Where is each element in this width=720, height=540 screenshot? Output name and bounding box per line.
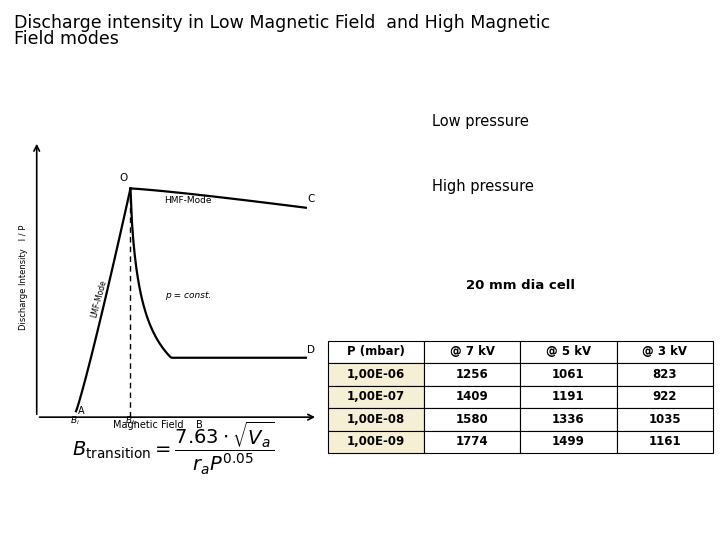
Text: Discharge Intensity   I / P: Discharge Intensity I / P [19,225,27,330]
Text: HMF-Mode: HMF-Mode [164,196,212,205]
Text: O: O [120,173,128,183]
Text: D: D [307,345,315,355]
Text: A: A [78,406,84,416]
Text: Discharge intensity in Low Magnetic Field  and High Magnetic: Discharge intensity in Low Magnetic Fiel… [14,14,551,31]
Text: C: C [307,194,315,204]
Text: LMF-Mode: LMF-Mode [89,279,108,318]
Text: ✦: ✦ [312,514,322,527]
Text: $B_{tr}$: $B_{tr}$ [125,415,139,427]
Text: $B_{\mathrm{transition}} = \dfrac{7.63 \cdot \sqrt{V_a}}{r_a P^{0.05}}$: $B_{\mathrm{transition}} = \dfrac{7.63 \… [71,420,274,477]
Text: High pressure: High pressure [432,179,534,194]
Text: Magnetic Field    B: Magnetic Field B [113,420,202,430]
Text: p = const.: p = const. [165,292,211,300]
Text: Low pressure: Low pressure [432,114,529,129]
Text: Agilent Technologies: Agilent Technologies [360,514,522,528]
Text: $B_i$: $B_i$ [70,415,79,427]
Text: 20 mm dia cell: 20 mm dia cell [466,279,575,292]
Text: Field modes: Field modes [14,30,120,48]
